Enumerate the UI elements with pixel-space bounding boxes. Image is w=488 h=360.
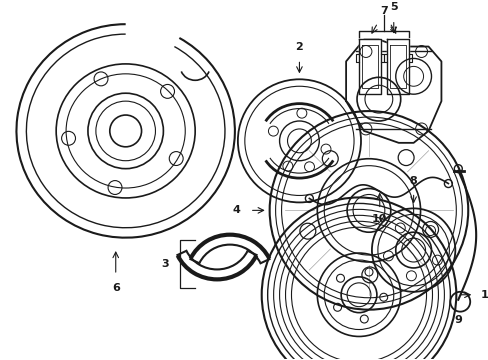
Text: 8: 8 <box>409 176 417 185</box>
Text: 5: 5 <box>389 2 397 12</box>
Text: 9: 9 <box>453 315 461 325</box>
Polygon shape <box>386 39 408 94</box>
Text: 6: 6 <box>112 283 120 293</box>
Text: 1: 1 <box>479 290 487 300</box>
Text: 3: 3 <box>161 259 169 269</box>
Text: 4: 4 <box>232 205 240 215</box>
Text: 7: 7 <box>379 6 387 16</box>
Polygon shape <box>346 40 441 143</box>
Text: 10: 10 <box>371 214 386 224</box>
Polygon shape <box>358 39 380 94</box>
Text: 2: 2 <box>295 41 303 51</box>
